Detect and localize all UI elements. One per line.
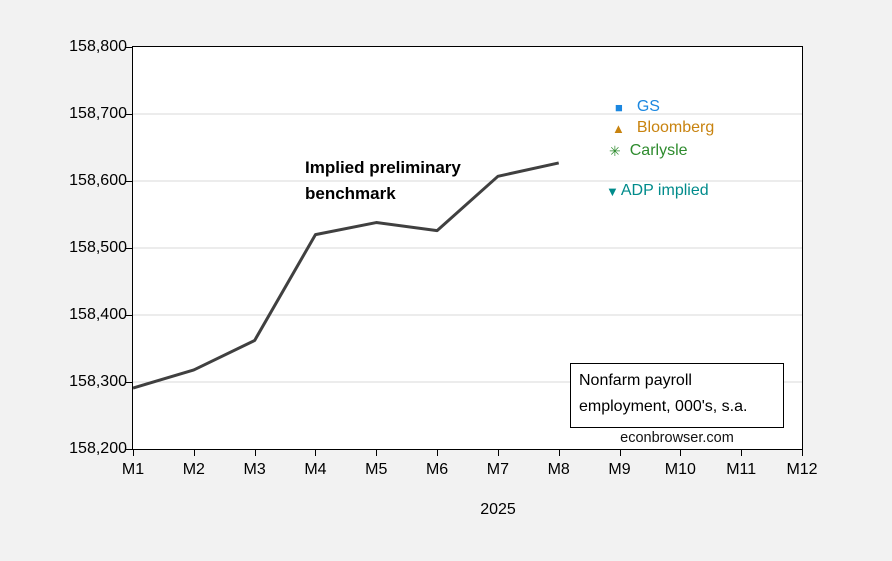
y-axis-tick bbox=[126, 47, 132, 48]
watermark: econbrowser.com bbox=[620, 430, 734, 446]
x-axis-title: 2025 bbox=[480, 501, 516, 518]
x-axis-label: M2 bbox=[182, 461, 205, 478]
legend-item-label: Bloomberg bbox=[636, 119, 715, 136]
x-axis-tick bbox=[315, 450, 317, 456]
triangle-down-icon: ▼ bbox=[606, 183, 619, 199]
x-axis-label: M5 bbox=[365, 461, 388, 478]
x-axis-tick bbox=[619, 450, 621, 456]
x-axis-label: M12 bbox=[786, 461, 818, 478]
x-axis-label: M7 bbox=[486, 461, 510, 478]
x-axis-label: M6 bbox=[425, 461, 449, 478]
x-axis-tick bbox=[558, 450, 560, 456]
series-annotation-label: Implied preliminary benchmark bbox=[305, 158, 461, 203]
square-icon: ■ bbox=[615, 99, 623, 115]
legend-item-label: GS bbox=[636, 98, 660, 115]
y-axis-label: 158,300 bbox=[69, 373, 127, 390]
asterisk-icon: ✳ bbox=[609, 143, 621, 159]
x-axis-label: M8 bbox=[547, 461, 570, 478]
x-axis-label: M4 bbox=[304, 461, 327, 478]
y-axis-tick bbox=[126, 181, 132, 182]
x-axis-tick bbox=[376, 450, 378, 456]
note-box: Nonfarm payroll employment, 000's, s.a. bbox=[570, 363, 784, 428]
x-axis-tick bbox=[193, 450, 195, 456]
y-axis-tick bbox=[126, 248, 132, 249]
triangle-up-icon: ▲ bbox=[612, 120, 625, 136]
x-axis-tick bbox=[497, 450, 499, 456]
legend-item-gs: ■ GS bbox=[615, 96, 660, 118]
y-axis-label: 158,200 bbox=[69, 440, 127, 457]
x-axis-label: M3 bbox=[243, 461, 266, 478]
legend-item-bloomberg: ▲ Bloomberg bbox=[612, 117, 714, 139]
y-axis-tick bbox=[126, 449, 132, 450]
x-axis-tick bbox=[254, 450, 256, 456]
x-axis-label: M10 bbox=[664, 461, 696, 478]
y-axis-label: 158,400 bbox=[69, 306, 127, 323]
legend-item-carlysle: ✳ Carlysle bbox=[609, 140, 688, 162]
y-axis-tick bbox=[126, 114, 132, 115]
series-line bbox=[133, 161, 560, 390]
y-axis-label: 158,500 bbox=[69, 239, 127, 256]
x-axis-label: M11 bbox=[726, 461, 757, 478]
x-axis-label: M9 bbox=[608, 461, 631, 478]
legend-item-label: Carlysle bbox=[629, 142, 688, 159]
y-axis-label: 158,600 bbox=[69, 172, 127, 189]
y-axis-tick bbox=[126, 382, 132, 383]
legend-item-adp-implied: ▼ ADP implied bbox=[606, 180, 709, 202]
x-axis-tick bbox=[741, 450, 743, 456]
x-axis-tick bbox=[437, 450, 439, 456]
y-axis-label: 158,800 bbox=[69, 38, 127, 55]
y-axis-label: 158,700 bbox=[69, 105, 127, 122]
x-axis-tick bbox=[680, 450, 682, 456]
x-axis-label: M1 bbox=[121, 461, 145, 478]
x-axis-tick bbox=[802, 450, 803, 456]
y-axis-tick bbox=[126, 315, 132, 316]
legend-item-label: ADP implied bbox=[620, 182, 709, 199]
x-axis-tick bbox=[133, 450, 134, 456]
